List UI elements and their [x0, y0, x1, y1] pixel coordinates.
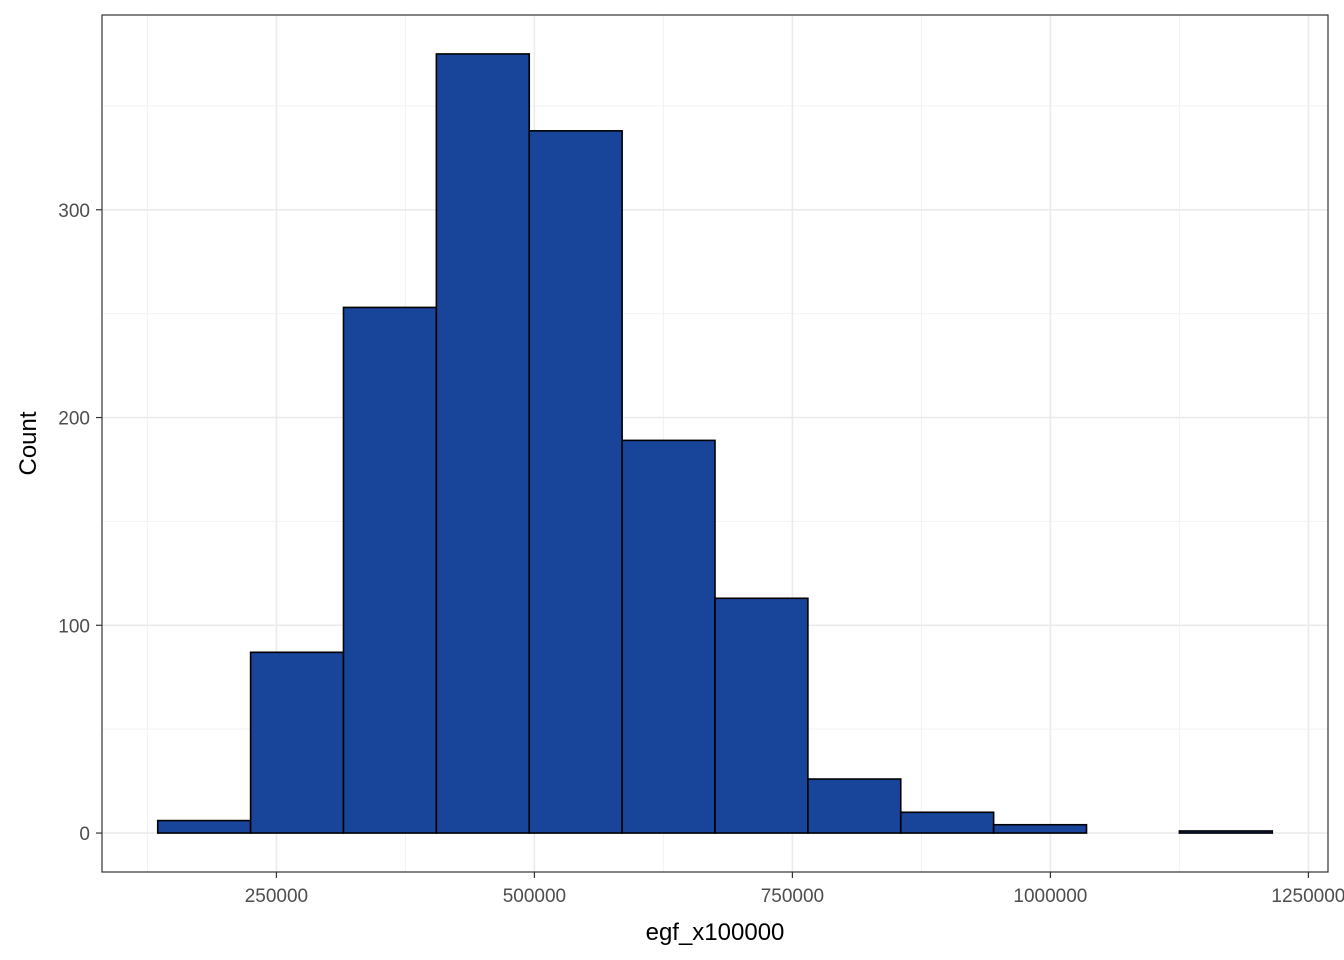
histogram-bar-4: [435, 53, 531, 834]
histogram-bar-12: [1178, 830, 1274, 834]
histogram-bar-3: [342, 306, 438, 834]
histogram-bars: [156, 53, 1274, 834]
histogram-bar-1: [156, 819, 252, 834]
histogram-bar-5: [528, 130, 623, 834]
histogram-bar-10: [992, 823, 1088, 834]
x-tick-label: 1250000: [1271, 886, 1344, 907]
y-tick-label: 100: [58, 616, 90, 637]
y-axis-title: Count: [15, 411, 42, 475]
x-tick-label: 1000000: [1013, 886, 1087, 907]
plot-panel-border: [101, 14, 1329, 873]
histogram-bar-8: [807, 778, 902, 834]
y-tick-label: 0: [79, 824, 90, 845]
histogram-bar-7: [714, 597, 809, 834]
y-tick-label: 200: [58, 409, 90, 430]
histogram-bar-2: [249, 651, 345, 834]
x-tick-label: 250000: [245, 886, 308, 907]
x-axis: 250000 500000 750000 1000000 1250000: [245, 872, 1344, 907]
y-axis: 0 100 200 300: [58, 201, 102, 845]
x-axis-title: egf_x100000: [646, 919, 785, 946]
x-tick-label: 750000: [761, 886, 824, 907]
y-tick-label: 300: [58, 201, 90, 222]
histogram-bar-6: [621, 439, 716, 834]
histogram-bar-9: [899, 811, 995, 834]
x-tick-label: 500000: [503, 886, 566, 907]
